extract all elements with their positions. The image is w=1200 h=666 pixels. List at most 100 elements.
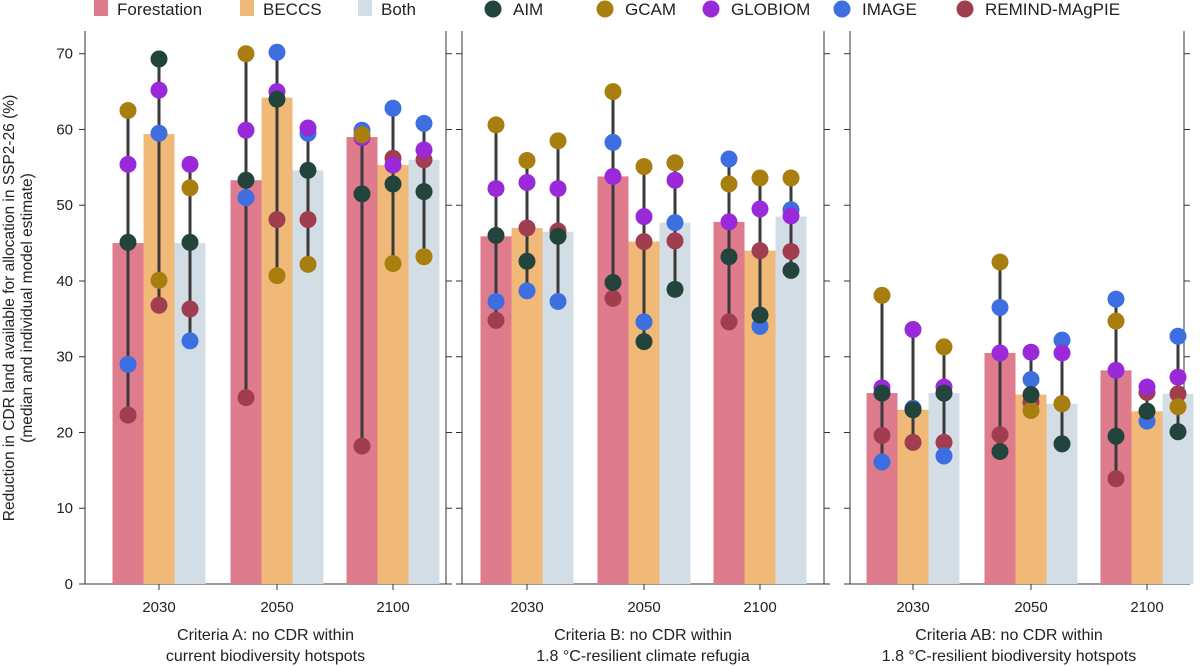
legend-swatch <box>358 0 372 16</box>
model-point-remind-magpie <box>604 289 622 307</box>
panel-caption-line-2: 1.8 °C-resilient biodiversity hotspots <box>882 648 1137 665</box>
model-point-globiom <box>1107 361 1125 379</box>
model-point-globiom <box>666 171 684 189</box>
model-point-gcam <box>353 126 371 144</box>
model-point-aim <box>549 227 567 245</box>
model-point-gcam <box>518 152 536 170</box>
model-point-aim <box>1022 386 1040 404</box>
model-point-aim <box>384 175 402 193</box>
legend-item-gcam: GCAM <box>596 0 676 19</box>
model-point-gcam <box>782 169 800 187</box>
legend-label: Both <box>381 0 416 19</box>
model-point-aim <box>150 50 168 68</box>
panel-2: 2030 2050 2100 Criteria B: no CDR within 1.8… <box>456 31 830 665</box>
model-point-remind-magpie <box>119 406 137 424</box>
model-point-gcam <box>604 83 622 101</box>
legend-label: BECCS <box>263 0 322 19</box>
model-point-aim <box>1138 402 1156 420</box>
model-point-gcam <box>1053 395 1071 413</box>
model-point-remind-magpie <box>935 433 953 451</box>
model-point-image <box>873 453 891 471</box>
legend-label: AIM <box>513 0 543 19</box>
model-point-remind-magpie <box>720 313 738 331</box>
model-point-remind-magpie <box>1107 470 1125 488</box>
bar-group-2100 <box>713 150 807 585</box>
model-point-globiom <box>635 208 653 226</box>
model-point-image <box>635 313 653 331</box>
model-point-aim <box>604 274 622 292</box>
model-point-remind-magpie <box>1169 385 1187 403</box>
panel-caption-line-1: Criteria B: no CDR within <box>554 627 732 644</box>
model-point-image <box>384 99 402 117</box>
model-point-gcam <box>549 132 567 150</box>
panel-3: 2030 2050 2100 Criteria AB: no CDR within 1.… <box>844 31 1194 665</box>
model-point-gcam <box>487 116 505 134</box>
model-point-aim <box>181 233 199 251</box>
model-point-gcam <box>991 253 1009 271</box>
model-point-image <box>268 43 286 61</box>
model-point-globiom <box>720 213 738 231</box>
model-point-gcam <box>873 286 891 304</box>
panel-caption-line-2: current biodiversity hotspots <box>166 648 365 665</box>
model-point-globiom <box>1022 343 1040 361</box>
model-point-globiom <box>751 200 769 218</box>
model-point-image <box>991 299 1009 316</box>
model-point-remind-magpie <box>635 233 653 251</box>
model-point-gcam <box>150 271 168 289</box>
model-point-aim <box>518 252 536 270</box>
model-point-remind-magpie <box>991 426 1009 444</box>
legend-swatch <box>94 0 108 16</box>
legend-label: REMIND-MAgPIE <box>985 0 1120 19</box>
legend-item-both: Both <box>358 0 416 19</box>
y-axis-title-line-2: (median and individual model estimate) <box>19 173 36 443</box>
model-point-aim <box>237 171 255 189</box>
model-point-globiom <box>549 180 567 198</box>
model-point-gcam <box>268 267 286 285</box>
model-point-aim <box>1107 427 1125 445</box>
model-point-image <box>720 150 738 168</box>
model-point-globiom <box>604 167 622 185</box>
panel-caption-line-2: 1.8 °C-resilient climate refugia <box>536 648 750 665</box>
model-point-gcam <box>384 255 402 273</box>
bar-group-2030 <box>112 50 206 584</box>
x-tick-label-2030: 2030 <box>142 599 175 616</box>
legend-label: Forestation <box>117 0 202 19</box>
model-point-gcam <box>237 45 255 63</box>
bar-beccs <box>1015 394 1047 584</box>
model-point-remind-magpie <box>237 389 255 407</box>
legend-marker <box>956 0 974 18</box>
model-point-aim <box>991 442 1009 460</box>
legend-label: IMAGE <box>862 0 917 19</box>
y-tick-label: 10 <box>56 500 73 517</box>
model-point-globiom <box>518 174 536 192</box>
model-point-image <box>518 282 536 300</box>
y-tick-label: 0 <box>65 576 73 593</box>
y-tick-label: 60 <box>56 121 73 138</box>
model-point-aim <box>353 185 371 203</box>
model-point-image <box>150 124 168 142</box>
legend-swatch <box>240 0 254 16</box>
model-point-aim <box>666 280 684 298</box>
model-point-remind-magpie <box>150 296 168 314</box>
model-point-gcam <box>666 154 684 172</box>
model-point-image <box>1107 290 1125 308</box>
model-point-remind-magpie <box>751 242 769 260</box>
legend-marker <box>833 0 851 18</box>
model-point-globiom <box>119 155 137 173</box>
legend-item-image: IMAGE <box>833 0 917 19</box>
model-point-aim <box>1053 435 1071 453</box>
model-point-image <box>1022 370 1040 388</box>
panel-caption-line-1: Criteria AB: no CDR within <box>915 627 1103 644</box>
model-point-image <box>415 114 433 132</box>
model-point-remind-magpie <box>666 232 684 250</box>
model-point-aim <box>873 384 891 402</box>
model-point-globiom <box>1138 378 1156 396</box>
x-tick-label-2100: 2100 <box>1130 599 1163 616</box>
model-point-gcam <box>935 338 953 356</box>
x-tick-label-2030: 2030 <box>510 599 543 616</box>
x-tick-label-2100: 2100 <box>743 599 776 616</box>
x-tick-label-2050: 2050 <box>1014 599 1047 616</box>
model-point-globiom <box>1169 368 1187 386</box>
